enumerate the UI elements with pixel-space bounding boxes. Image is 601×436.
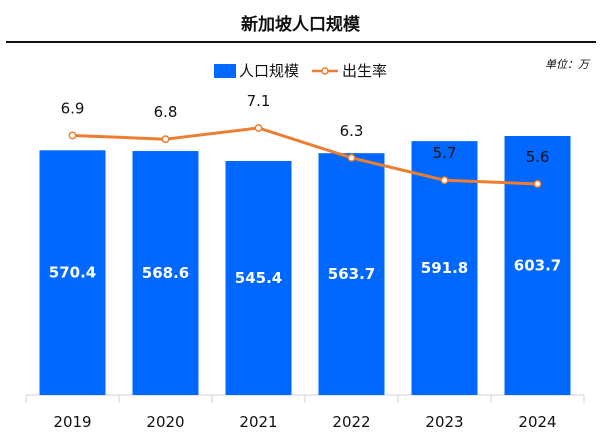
bar-value-label: 545.4 bbox=[235, 269, 282, 287]
birthrate-point-2019 bbox=[68, 131, 77, 140]
bar-value-label: 570.4 bbox=[49, 264, 96, 282]
birthrate-line bbox=[72, 126, 538, 186]
birthrate-point-2023 bbox=[440, 176, 449, 185]
legend-swatch-bar bbox=[213, 63, 236, 78]
unit-label: 单位：万 bbox=[545, 58, 589, 71]
bar-value-label: 568.6 bbox=[142, 264, 189, 282]
bar-value-label: 563.7 bbox=[328, 265, 375, 283]
birthrate-point-2021 bbox=[254, 124, 263, 132]
birthrate-value-label: 5.6 bbox=[526, 148, 550, 166]
birthrate-value-label: 6.3 bbox=[340, 122, 364, 140]
birthrate-point-2024 bbox=[533, 180, 542, 188]
x-tick-label: 2024 bbox=[518, 413, 556, 431]
birthrate-value-label: 7.1 bbox=[247, 92, 271, 110]
bar-2024 bbox=[504, 136, 571, 395]
birthrate-point-2020 bbox=[161, 135, 170, 144]
birthrate-value-label: 6.9 bbox=[61, 99, 85, 117]
x-tick-label: 2020 bbox=[146, 413, 184, 431]
x-tick-label: 2019 bbox=[53, 413, 91, 431]
legend-item-birthrate: 出生率 bbox=[311, 60, 387, 81]
x-tick-label: 2021 bbox=[239, 413, 277, 431]
legend-label-population: 人口规模 bbox=[238, 62, 299, 80]
birthrate-value-label: 5.7 bbox=[433, 144, 457, 162]
legend-label-birthrate: 出生率 bbox=[342, 62, 388, 80]
title-divider bbox=[6, 41, 596, 43]
bar-2020 bbox=[132, 151, 199, 395]
bar-2019 bbox=[39, 150, 106, 395]
chart-title: 新加坡人口规模 bbox=[241, 15, 360, 35]
bar-value-label: 603.7 bbox=[514, 257, 561, 275]
legend-swatch-line bbox=[312, 66, 338, 75]
legend: 人口规模 出生率 bbox=[0, 60, 601, 81]
birthrate-point-2022 bbox=[347, 153, 356, 162]
bar-value-label: 591.8 bbox=[421, 259, 468, 277]
birthrate-value-label: 6.8 bbox=[154, 103, 178, 121]
legend-item-population: 人口规模 bbox=[213, 60, 299, 81]
bar-2021 bbox=[225, 161, 292, 395]
x-tick-label: 2022 bbox=[332, 413, 370, 431]
x-tick-label: 2023 bbox=[425, 413, 463, 431]
bar-2022 bbox=[318, 153, 385, 395]
